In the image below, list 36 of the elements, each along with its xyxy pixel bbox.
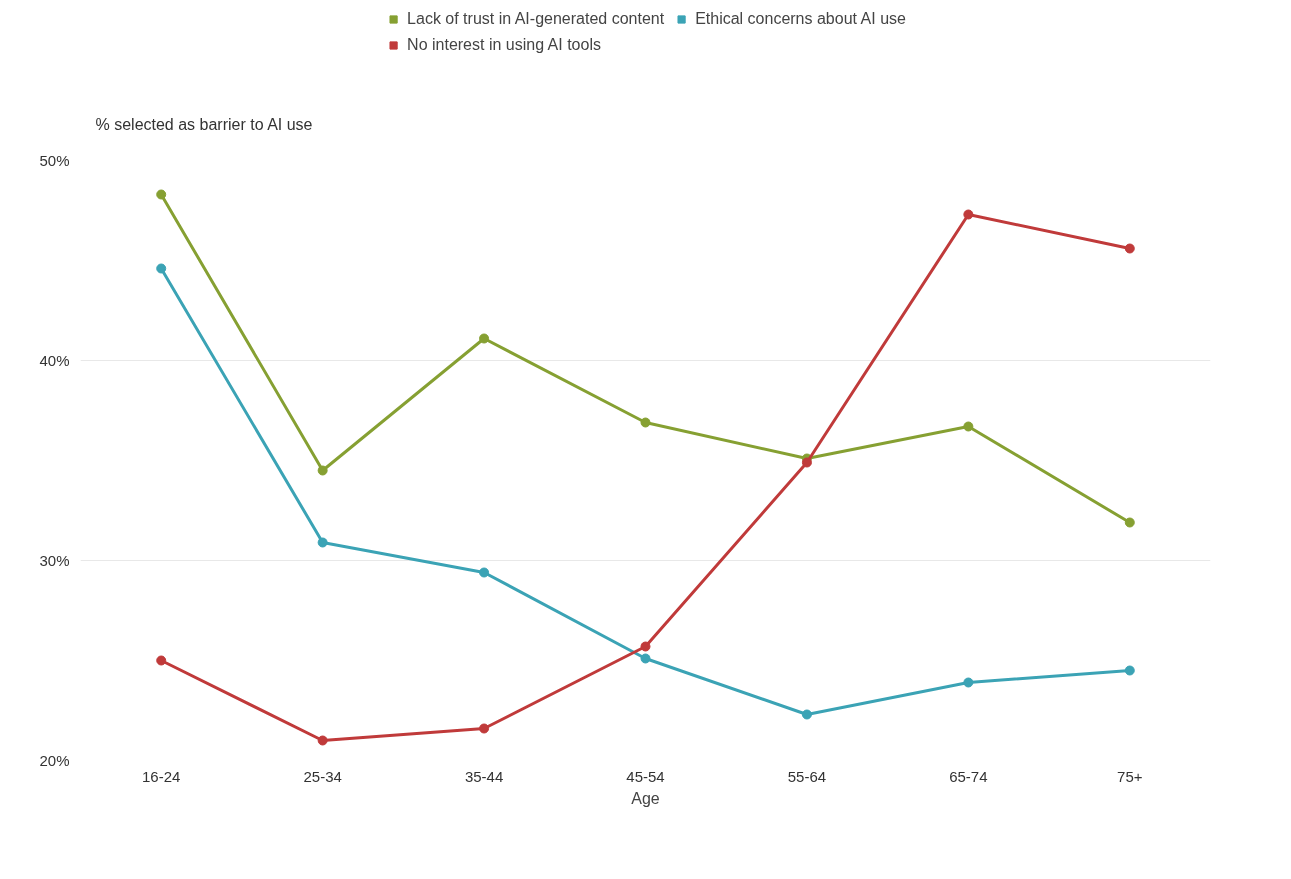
- legend-label: Ethical concerns about AI use: [695, 10, 906, 28]
- point: [317, 537, 328, 548]
- point: [801, 457, 812, 468]
- legend-label: No interest in using AI tools: [407, 36, 601, 54]
- point: [156, 655, 167, 666]
- y-tick-label: 40%: [39, 352, 70, 369]
- point: [1124, 243, 1135, 254]
- point: [1124, 665, 1135, 676]
- point: [963, 209, 974, 220]
- x-tick-label: 75+: [1117, 767, 1143, 785]
- point: [963, 677, 974, 688]
- point: [801, 709, 812, 720]
- point: [156, 263, 167, 274]
- y-tick-label: 20%: [39, 752, 70, 769]
- x-tick-label: 25-34: [303, 767, 342, 785]
- point: [156, 189, 167, 200]
- x-tick-label: 55-64: [787, 767, 827, 785]
- point: [479, 567, 490, 578]
- x-tick-label: 65-74: [949, 767, 988, 785]
- point: [317, 465, 328, 476]
- point: [640, 653, 651, 664]
- x-axis-title: Age: [631, 789, 660, 807]
- point: [317, 735, 328, 746]
- x-tick-label: 45-54: [626, 767, 665, 785]
- point: [963, 421, 974, 432]
- y-axis-title: % selected as barrier to AI use: [95, 115, 313, 133]
- point: [479, 723, 490, 734]
- x-tick-label: 35-44: [464, 767, 504, 785]
- point: [479, 333, 490, 344]
- y-tick-label: 30%: [39, 552, 70, 569]
- x-tick-label: 16-24: [142, 767, 181, 785]
- point: [640, 417, 651, 428]
- point: [1124, 517, 1135, 528]
- point: [640, 641, 651, 652]
- legend-label: Lack of trust in AI-generated content: [407, 10, 665, 28]
- y-tick-label: 50%: [39, 152, 70, 169]
